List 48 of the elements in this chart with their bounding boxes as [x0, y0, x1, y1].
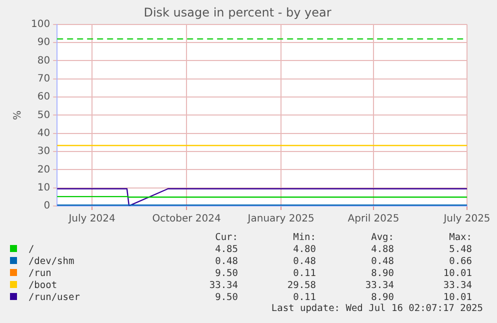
- text: 10.01: [442, 268, 472, 280]
- text: 33.34: [208, 280, 238, 292]
- text: 8.90: [370, 292, 394, 304]
- text: Avg:: [370, 232, 394, 244]
- legend-label: /run: [27, 268, 52, 280]
- y-tick-label: 100: [30, 18, 50, 30]
- text: 4.80: [292, 244, 316, 256]
- text: 0.48: [370, 256, 394, 268]
- y-axis-title: %: [12, 110, 24, 120]
- legend-label: /: [27, 244, 36, 256]
- text: 0.11: [292, 268, 316, 280]
- text: 33.34: [442, 280, 472, 292]
- text: 0.48: [292, 256, 316, 268]
- text: Last update: Wed Jul 16 02:07:17 2025: [271, 303, 483, 314]
- text: 9.50: [214, 268, 238, 280]
- text: 8.90: [370, 268, 394, 280]
- text: 9.50: [214, 292, 238, 304]
- text: 29.58: [286, 280, 316, 292]
- x-tick-label: April 2025: [348, 214, 400, 225]
- text: 10.01: [442, 292, 472, 304]
- text: 0.48: [214, 256, 238, 268]
- text: Cur:: [214, 232, 238, 244]
- y-tick-label: 60: [37, 92, 50, 103]
- legend-label: /boot: [27, 280, 58, 292]
- text: Min:: [292, 232, 316, 244]
- y-tick-label: 30: [37, 146, 50, 158]
- legend-label: /run/user: [27, 292, 81, 304]
- text: 5.48: [448, 244, 472, 256]
- text: 0.66: [448, 256, 472, 268]
- y-tick-label: 80: [37, 55, 50, 66]
- y-tick-label: 50: [37, 110, 50, 121]
- y-tick-label: 90: [37, 37, 50, 48]
- text: 4.88: [370, 244, 394, 256]
- y-tick-label: 0: [44, 200, 50, 212]
- x-tick-label: July 2024: [68, 214, 116, 225]
- x-tick-label: July 2025: [442, 214, 490, 225]
- legend-label: /dev/shm: [27, 256, 76, 268]
- y-tick-label: 20: [37, 164, 50, 176]
- text: 33.34: [364, 280, 394, 292]
- text: Max:: [448, 232, 472, 244]
- x-tick-label: January 2025: [246, 214, 314, 225]
- y-tick-label: 10: [37, 182, 50, 194]
- x-tick-label: October 2024: [152, 214, 221, 225]
- text: 0.11: [292, 292, 316, 304]
- text: 4.85: [214, 244, 238, 256]
- chart-title: Disk usage in percent - by year: [144, 5, 332, 20]
- y-tick-label: 70: [37, 73, 50, 84]
- y-tick-label: 40: [37, 128, 50, 139]
